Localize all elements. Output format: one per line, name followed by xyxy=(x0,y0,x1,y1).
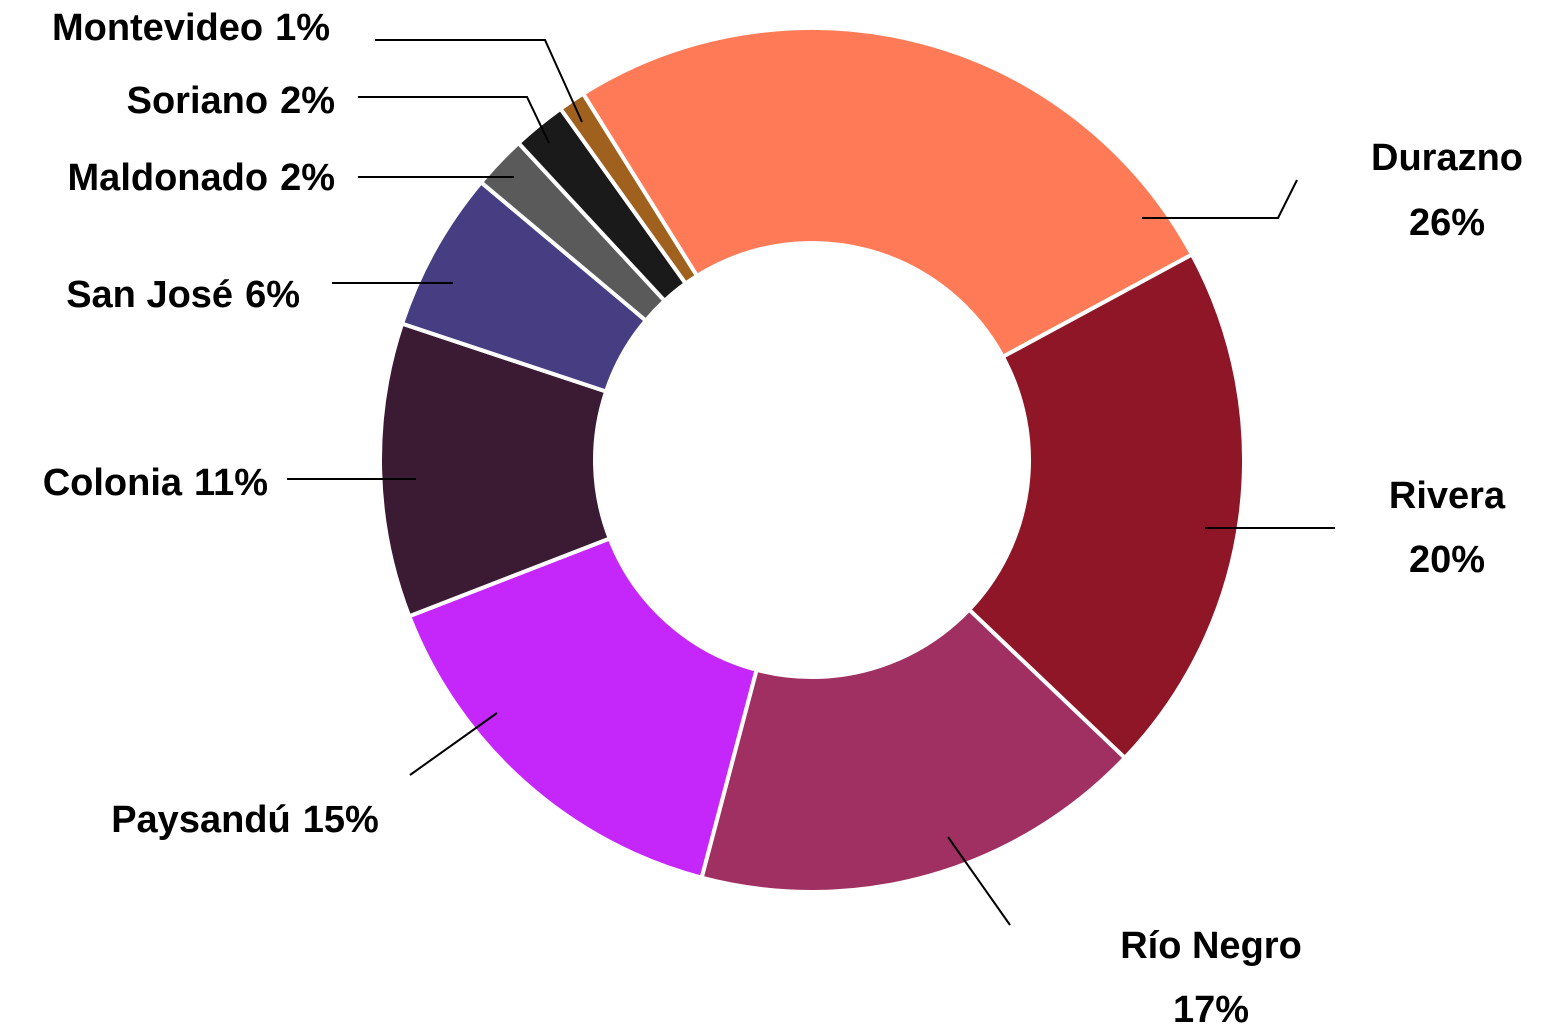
slice-label: Soriano 2% xyxy=(127,80,335,122)
slice-label: Río Negro 17% xyxy=(1120,925,1302,1031)
value-label: 20% xyxy=(1409,539,1485,581)
slice-label: Paysandú 15% xyxy=(111,799,379,841)
category-label: Paysandú xyxy=(111,799,291,841)
leader-line xyxy=(375,39,583,123)
value-label: 1% xyxy=(275,7,330,49)
value-label: 11% xyxy=(194,462,268,504)
slice-label: Maldonado 2% xyxy=(68,157,335,199)
category-label: San José xyxy=(66,274,233,316)
slice xyxy=(406,535,760,881)
value-label: 2% xyxy=(280,80,335,122)
slice xyxy=(378,321,613,619)
category-label: Soriano xyxy=(127,80,268,122)
value-label: 15% xyxy=(303,799,379,841)
category-label: Colonia xyxy=(43,462,183,504)
leader-line xyxy=(358,96,550,144)
slice-label: San José 6% xyxy=(66,274,300,316)
slice-label: Rivera 20% xyxy=(1389,475,1506,581)
leader-line xyxy=(409,712,498,776)
category-label: Río Negro xyxy=(1120,925,1302,967)
slice-label: Colonia 11% xyxy=(43,462,268,504)
slice xyxy=(699,606,1128,894)
value-label: 26% xyxy=(1409,202,1485,244)
category-label: Durazno xyxy=(1371,137,1523,179)
slice xyxy=(557,90,700,287)
slice-label: Montevideo 1% xyxy=(52,7,330,49)
value-label: 17% xyxy=(1173,989,1249,1031)
leader-line xyxy=(947,836,1011,926)
value-label: 6% xyxy=(245,274,300,316)
category-label: Rivera xyxy=(1389,475,1506,517)
leader-line xyxy=(1142,179,1298,219)
slice xyxy=(966,251,1246,761)
category-label: Montevideo xyxy=(52,7,263,49)
category-label: Maldonado xyxy=(68,157,269,199)
slice-label: Durazno 26% xyxy=(1371,137,1523,244)
slice xyxy=(580,25,1195,360)
value-label: 2% xyxy=(280,157,335,199)
